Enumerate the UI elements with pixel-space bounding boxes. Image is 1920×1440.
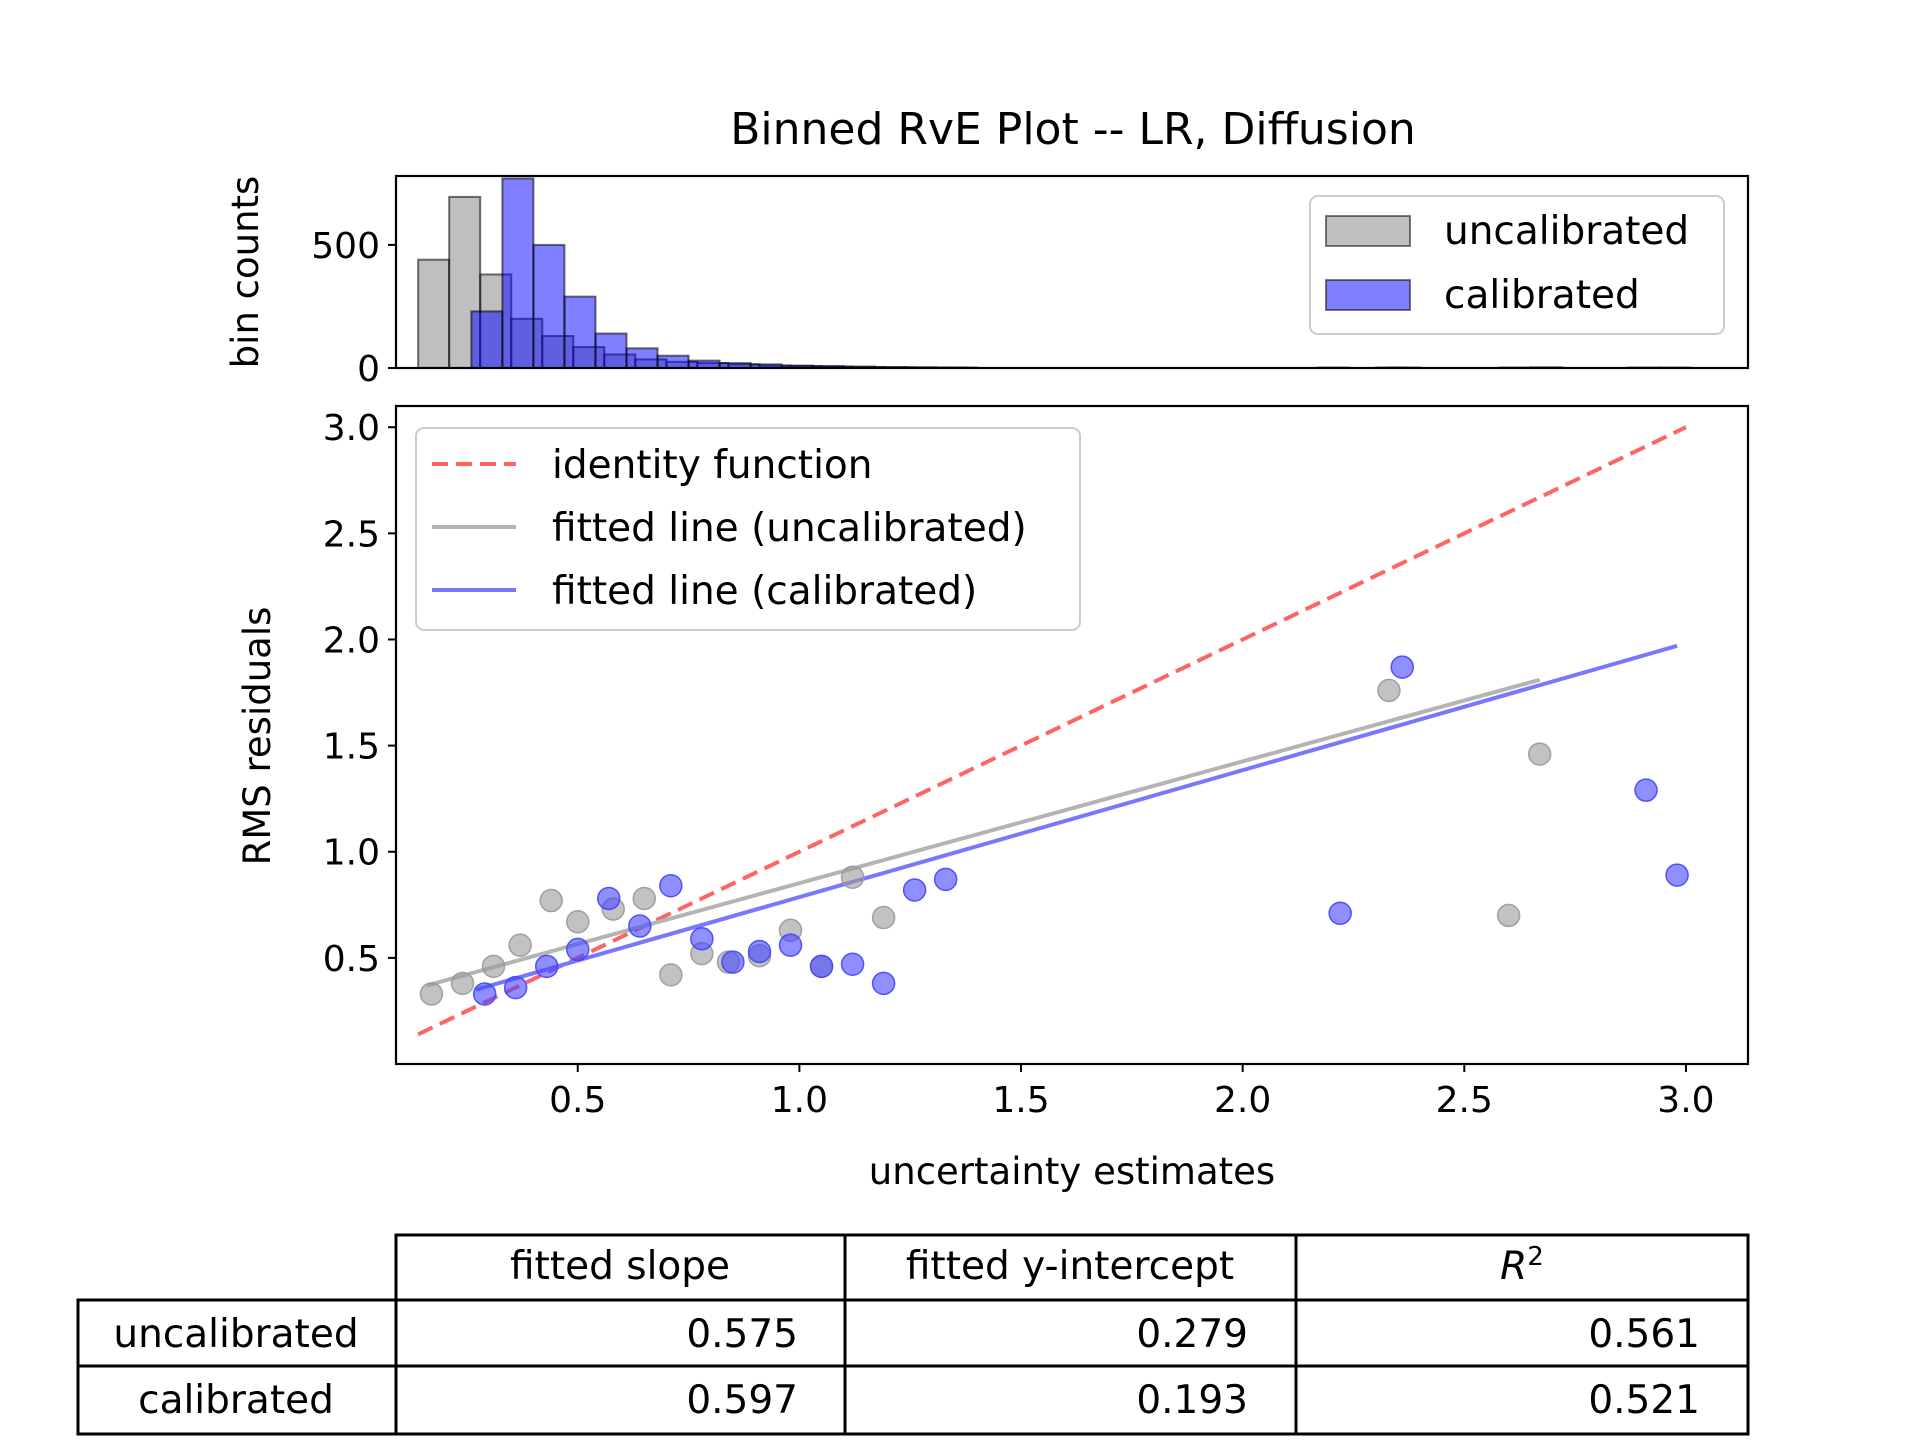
hist-bar-calibrated-0 [470,310,504,369]
point-calibrated-2 [534,954,559,979]
scatter-legend-box [415,427,1081,631]
x-tick-label-4: 2.5 [1436,1080,1493,1121]
hist-bar-calibrated-2 [532,243,566,369]
scatter-y-axis-label: RMS residuals [236,607,279,866]
chart-title: Binned RvE Plot -- LR, Diffusion [730,104,1416,155]
hist-bar-uncalibrated-0 [417,258,451,370]
hist-bar-calibrated-3 [563,295,597,369]
point-uncalibrated-5 [565,910,590,934]
point-calibrated-3 [565,937,590,962]
legend-label-uncalibrated: uncalibrated [1444,209,1689,254]
hist-y-tick-label-1: 500 [311,226,380,267]
legend-label-calibrated: calibrated [1444,273,1640,318]
scatter-x-ticks: 0.5 1.0 1.5 2.0 2.5 3.0 [549,1064,1715,1121]
x-tick-label-3: 2.0 [1214,1080,1271,1121]
legend-swatch-uncalibrated [1325,215,1411,247]
point-calibrated-4 [597,886,621,911]
point-calibrated-10 [778,933,803,957]
point-uncalibrated-2 [481,954,506,979]
legend-label-identity: identity function [552,443,873,488]
scatter-panel: 0.5 1.0 1.5 2.0 2.5 3.0 0.5 1.0 1.5 2.0 2.5 3.0 un… [236,404,1750,1193]
hist-bar-calibrated-6 [656,354,690,370]
line-0 [417,425,1687,1037]
table-row-label-uncalibrated: uncalibrated [113,1312,358,1357]
y-tick-label-2: 1.5 [323,727,380,768]
histogram-y-ticks: 0 500 [311,226,396,390]
histogram-frame [394,174,1750,370]
table-cell-uncalibrated-r-squared: 0.561 [1588,1312,1700,1357]
point-calibrated-1 [503,975,528,1000]
point-uncalibrated-16 [1377,678,1401,703]
hist-y-tick-label-0: 0 [357,349,380,390]
point-uncalibrated-0 [419,982,444,1006]
table-grid [76,1233,1750,1436]
point-calibrated-6 [659,873,683,898]
table-cell-calibrated-intercept: 0.193 [1136,1378,1248,1423]
point-calibrated-19 [1665,863,1689,887]
table-cell-calibrated-r-squared: 0.521 [1588,1378,1700,1423]
point-uncalibrated-17 [1496,903,1521,928]
scatter-frame [394,404,1750,1066]
legend-swatch-calibrated [1325,279,1411,311]
x-tick-label-1: 1.0 [771,1080,828,1121]
scatter-points-calibrated [472,655,1689,1006]
histogram-bars-calibrated [470,177,1692,370]
scatter-legend: identity function fitted line (uncalibra… [415,427,1081,631]
hist-bar-calibrated-4 [594,332,628,369]
point-calibrated-14 [902,878,927,902]
point-uncalibrated-15 [871,905,896,930]
table-cell-uncalibrated-slope: 0.575 [686,1312,798,1357]
table-header-r-squared: R2 [1500,1242,1544,1289]
y-tick-label-5: 3.0 [323,408,380,449]
point-calibrated-11 [809,954,834,979]
table-header-intercept: fitted y-intercept [906,1244,1234,1289]
hist-bar-calibrated-7 [687,359,721,370]
point-uncalibrated-3 [508,933,532,957]
y-tick-label-0: 0.5 [323,939,380,980]
y-tick-label-4: 2.5 [323,514,380,555]
results-table: fitted slope fitted y-intercept R2 uncal… [76,1233,1750,1436]
line-1 [426,677,1541,988]
histogram-legend-box [1309,195,1725,335]
point-calibrated-0 [472,982,497,1006]
point-uncalibrated-18 [1527,742,1552,766]
point-uncalibrated-8 [659,963,683,987]
hist-bar-calibrated-1 [501,177,535,369]
scatter-y-ticks: 0.5 1.0 1.5 2.0 2.5 3.0 [323,408,396,980]
point-calibrated-13 [871,971,896,996]
x-tick-label-5: 3.0 [1657,1080,1714,1121]
point-calibrated-16 [1328,901,1352,926]
point-calibrated-9 [747,939,772,964]
scatter-x-axis-label: uncertainty estimates [869,1150,1275,1193]
y-tick-label-3: 2.0 [323,620,380,661]
histogram-legend: uncalibrated calibrated [1309,195,1725,335]
point-calibrated-15 [933,867,958,892]
legend-label-fitted-uncalibrated: fitted line (uncalibrated) [552,506,1027,551]
point-uncalibrated-14 [840,865,865,889]
legend-label-fitted-calibrated: fitted line (calibrated) [552,569,977,614]
line-2 [475,643,1678,992]
x-tick-label-2: 1.5 [992,1080,1049,1121]
point-uncalibrated-7 [632,886,656,911]
point-uncalibrated-1 [450,971,475,996]
table-header-slope: fitted slope [510,1244,730,1289]
table-cell-calibrated-slope: 0.597 [686,1378,798,1423]
histogram-y-axis-label: bin counts [224,176,267,369]
point-uncalibrated-4 [539,888,563,913]
point-calibrated-12 [840,952,865,976]
y-tick-label-1: 1.0 [323,833,380,874]
point-calibrated-17 [1390,655,1414,679]
point-calibrated-7 [690,927,714,951]
histogram-panel: 0 500 bin counts uncalibrated calibrated [224,174,1750,390]
x-tick-label-0: 0.5 [549,1080,606,1121]
table-row-label-calibrated: calibrated [138,1378,334,1423]
table-cell-uncalibrated-intercept: 0.279 [1136,1312,1248,1357]
hist-bar-calibrated-5 [625,347,659,369]
point-calibrated-18 [1634,778,1658,802]
reference-lines [417,425,1687,1037]
point-calibrated-5 [628,914,652,938]
point-calibrated-8 [721,950,745,974]
